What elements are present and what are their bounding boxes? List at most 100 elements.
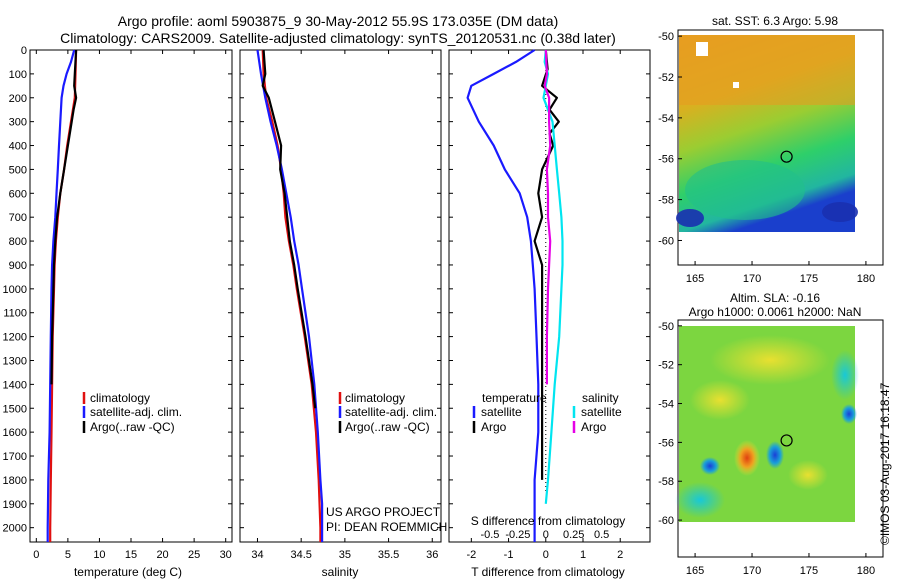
legend-label-sal-argo: Argo xyxy=(581,420,607,434)
sst-cold-patch-east xyxy=(822,202,858,222)
depth-axis: 0 100 200 300 400 500 600 700 800 900 1000 1100 1200… xyxy=(3,45,27,535)
sst-cool-patch xyxy=(685,160,805,220)
depth-tick-label: 800 xyxy=(9,236,27,248)
sla-low-blob-1 xyxy=(831,350,859,400)
depth-tick-label: 100 xyxy=(9,69,27,81)
x-tick-label: 2 xyxy=(617,549,623,561)
depth-tick-label: 1900 xyxy=(3,499,27,511)
map-y-tick-label: -54 xyxy=(658,399,674,411)
sst-cold-patch-west xyxy=(676,209,704,227)
x-tick-label: 34.5 xyxy=(290,549,311,561)
sla-map-axes: 165 170 175 180 -50 -52 -54 -56 -58 -60 xyxy=(658,321,875,577)
depth-tick-label: 500 xyxy=(9,164,27,176)
x-tick-label: 0 xyxy=(33,549,39,561)
s-tick-label: 0.25 xyxy=(563,529,584,541)
difference-xlabel: T difference from climatology xyxy=(471,565,625,579)
depth-tick-label: 1700 xyxy=(3,451,27,463)
map-y-tick-label: -52 xyxy=(658,360,674,372)
series-line-salinity-argo xyxy=(543,49,552,385)
x-tick-label: -1 xyxy=(504,549,514,561)
sla-low-core-2 xyxy=(766,441,784,469)
legend-label-argo: Argo(..raw -QC) xyxy=(345,420,430,434)
x-tick-label: 20 xyxy=(156,549,168,561)
legend-label-temp-satellite: satellite xyxy=(481,405,522,419)
x-tick-label: 25 xyxy=(188,549,200,561)
x-tick-label: 30 xyxy=(220,549,232,561)
legend-label-temp-argo: Argo xyxy=(481,420,507,434)
depth-tick-label: 1500 xyxy=(3,403,27,415)
depth-tick-label: 400 xyxy=(9,141,27,153)
sla-map-title-2: Argo h1000: 0.0061 h2000: NaN xyxy=(689,305,862,319)
legend-label-climatology: climatology xyxy=(345,391,405,405)
depth-tick-label: 1200 xyxy=(3,332,27,344)
salinity-xlabel: salinity xyxy=(322,565,359,579)
map-y-tick-label: -54 xyxy=(658,113,674,125)
s-tick-label: 0.5 xyxy=(594,529,609,541)
sst-land-mask-2 xyxy=(733,82,739,88)
map-y-tick-label: -56 xyxy=(658,437,674,449)
legend-label-sal-satellite: satellite xyxy=(581,405,622,419)
sla-map-title-1: Altim. SLA: -0.16 xyxy=(730,291,820,305)
sst-warm-band xyxy=(679,35,855,105)
sla-high-core xyxy=(734,440,760,476)
sla-high-blob-1 xyxy=(710,335,830,385)
pi-annotation: PI: DEAN ROEMMICH xyxy=(326,520,447,534)
depth-tick-label: 700 xyxy=(9,212,27,224)
map-y-tick-label: -58 xyxy=(658,476,674,488)
map-y-tick-label: -50 xyxy=(658,31,674,43)
x-tick-label: 36 xyxy=(426,549,438,561)
sla-profile-location-marker xyxy=(780,434,793,447)
sst-land-mask-1 xyxy=(696,42,708,56)
x-tick-label: 35.5 xyxy=(378,549,399,561)
difference-panel-frame xyxy=(448,49,651,543)
series-line-temperature-argo xyxy=(533,49,560,480)
map-x-tick-label: 170 xyxy=(743,565,761,577)
sst-map-field xyxy=(676,35,858,232)
depth-tick-label: 1600 xyxy=(3,427,27,439)
header-line-1: Argo profile: aoml 5903875_9 30-May-2012… xyxy=(118,13,559,29)
series-line-salinity-satellite xyxy=(542,49,564,504)
sla-map-field xyxy=(675,326,859,522)
difference-chart: -2 -1 0 1 2 -0.5 -0.25 0 0.25 0.5 xyxy=(449,49,650,561)
sla-high-blob-3 xyxy=(788,460,828,490)
legend-label-climatology: climatology xyxy=(90,391,150,405)
map-x-tick-label: 165 xyxy=(686,565,704,577)
map-x-tick-label: 180 xyxy=(857,273,875,285)
series-line-satellite-adj-clim- xyxy=(256,49,324,542)
depth-tick-label: 1400 xyxy=(3,379,27,391)
map-y-tick-label: -60 xyxy=(658,235,674,247)
difference-legend: temperature satellite Argo salinity sate… xyxy=(472,391,622,434)
map-y-tick-label: -50 xyxy=(658,321,674,333)
depth-tick-label: 600 xyxy=(9,188,27,200)
legend-group-temperature: temperature xyxy=(482,391,547,405)
map-y-tick-label: -60 xyxy=(658,515,674,527)
sla-low-core-1 xyxy=(700,457,720,475)
credit-text: ©IMOS 03-Aug-2017 16:18:47 xyxy=(878,382,892,545)
sla-map-frame xyxy=(677,319,884,558)
sst-map-axes: 165 170 175 180 -50 -52 -54 -56 -58 -60 xyxy=(658,31,875,285)
header-line-2: Climatology: CARS2009. Satellite-adjuste… xyxy=(60,30,616,46)
depth-tick-label: 0 xyxy=(21,45,27,57)
salinity-chart: 34 34.5 35 35.5 36 xyxy=(240,49,441,561)
map-y-tick-label: -56 xyxy=(658,154,674,166)
temperature-chart: 0 5 10 15 20 25 30 xyxy=(30,49,232,561)
temperature-xlabel: temperature (deg C) xyxy=(74,565,182,579)
series-line-temperature-satellite xyxy=(466,49,540,542)
sst-map-frame xyxy=(677,29,884,266)
legend-label-satellite: satellite-adj. clim. xyxy=(90,405,182,419)
series-line-argo-raw-qc- xyxy=(50,49,78,385)
x-tick-label: 1 xyxy=(580,549,586,561)
sla-high-blob-2 xyxy=(690,380,750,420)
sla-low-core-3 xyxy=(841,404,857,424)
depth-tick-label: 1300 xyxy=(3,355,27,367)
x-tick-label: 0 xyxy=(543,549,549,561)
depth-tick-label: 1000 xyxy=(3,284,27,296)
x-tick-label: 10 xyxy=(93,549,105,561)
project-annotation: US ARGO PROJECT xyxy=(326,505,441,519)
s-tick-label: 0 xyxy=(543,529,549,541)
legend-label-argo: Argo(..raw -QC) xyxy=(90,420,175,434)
map-y-tick-label: -58 xyxy=(658,195,674,207)
temperature-legend: climatology satellite-adj. clim. Argo(..… xyxy=(82,391,182,434)
x-tick-label: 35 xyxy=(339,549,351,561)
